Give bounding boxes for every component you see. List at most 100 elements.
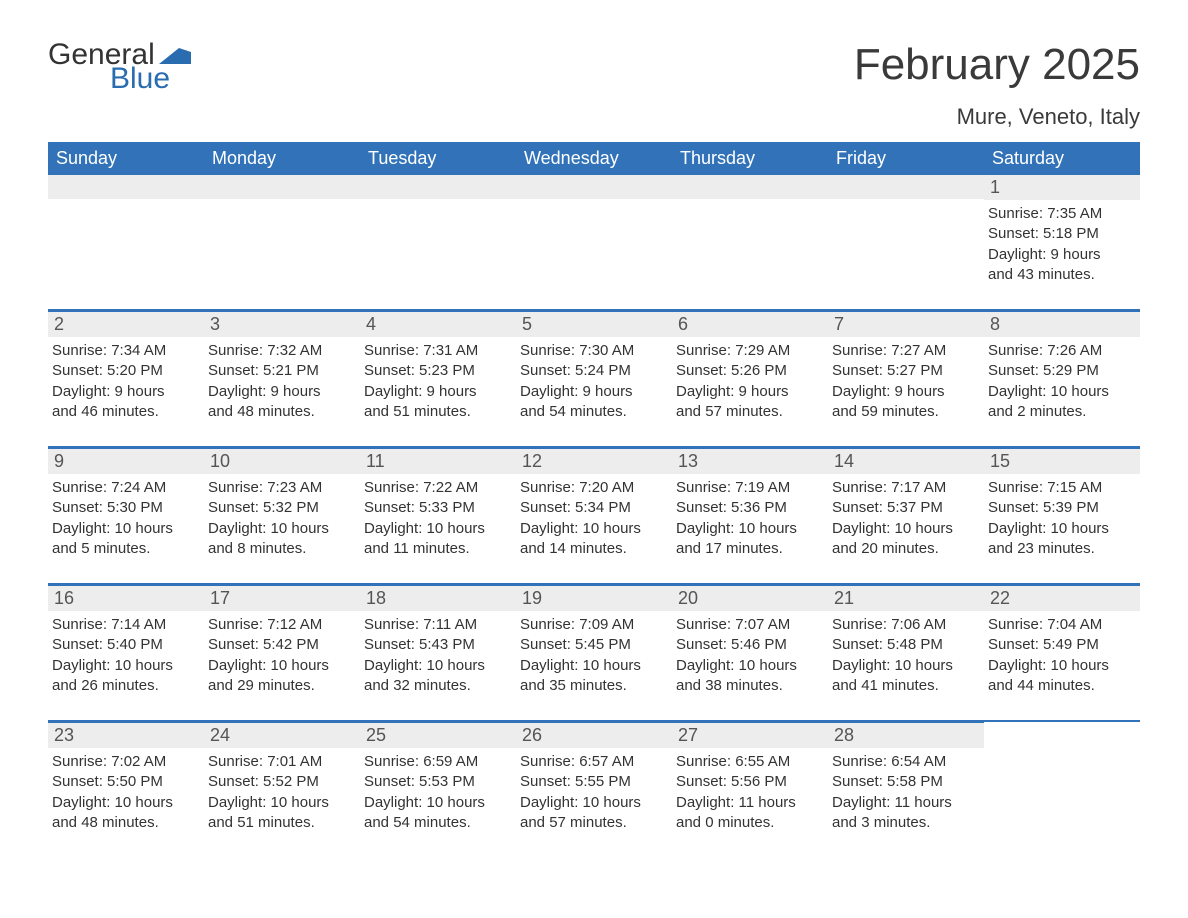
day-cell: 10 Sunrise: 7:23 AMSunset: 5:32 PMDayligh… bbox=[204, 448, 360, 583]
day-number: 2 bbox=[54, 314, 64, 334]
day-line: and 59 minutes. bbox=[832, 402, 978, 422]
day-line: and 32 minutes. bbox=[364, 676, 510, 696]
day-line: Sunrise: 6:54 AM bbox=[832, 752, 978, 772]
day-line: and 54 minutes. bbox=[520, 402, 666, 422]
day-line: Sunrise: 7:35 AM bbox=[988, 204, 1134, 224]
day-cell: 3 Sunrise: 7:32 AMSunset: 5:21 PMDaylight… bbox=[204, 311, 360, 446]
day-line: and 3 minutes. bbox=[832, 813, 978, 833]
day-number: 23 bbox=[54, 725, 74, 745]
day-number-bar: 22 bbox=[984, 585, 1140, 611]
day-cell: 8Sunrise: 7:26 AMSunset: 5:29 PMDaylight… bbox=[984, 311, 1140, 446]
day-cell bbox=[828, 175, 984, 309]
day-details: Sunrise: 6:54 AMSunset: 5:58 PMDaylight:… bbox=[832, 752, 978, 833]
day-cell bbox=[984, 722, 1140, 857]
day-line: Sunset: 5:26 PM bbox=[676, 361, 822, 381]
day-line: Daylight: 10 hours bbox=[52, 519, 198, 539]
day-number: 18 bbox=[366, 588, 386, 608]
day-details: Sunrise: 7:07 AMSunset: 5:46 PMDaylight:… bbox=[676, 615, 822, 696]
day-number: 13 bbox=[678, 451, 698, 471]
day-details: Sunrise: 7:31 AMSunset: 5:23 PMDaylight:… bbox=[364, 341, 510, 422]
day-number-bar: 1 bbox=[984, 175, 1140, 200]
brand-logo: General Blue bbox=[48, 40, 191, 94]
day-line: Sunrise: 7:22 AM bbox=[364, 478, 510, 498]
day-line: Daylight: 9 hours bbox=[520, 382, 666, 402]
day-number: 1 bbox=[990, 177, 1000, 197]
day-details: Sunrise: 7:12 AMSunset: 5:42 PMDaylight:… bbox=[208, 615, 354, 696]
day-line: Daylight: 10 hours bbox=[52, 793, 198, 813]
day-line: Sunrise: 7:02 AM bbox=[52, 752, 198, 772]
day-line: Daylight: 10 hours bbox=[988, 519, 1134, 539]
day-line: Sunrise: 7:34 AM bbox=[52, 341, 198, 361]
day-line: and 23 minutes. bbox=[988, 539, 1134, 559]
day-number-bar: 12 bbox=[516, 448, 672, 474]
day-line: Sunset: 5:56 PM bbox=[676, 772, 822, 792]
day-number-bar: 8 bbox=[984, 311, 1140, 337]
day-details: Sunrise: 7:01 AMSunset: 5:52 PMDaylight:… bbox=[208, 752, 354, 833]
day-line: Daylight: 9 hours bbox=[208, 382, 354, 402]
day-details: Sunrise: 7:22 AMSunset: 5:33 PMDaylight:… bbox=[364, 478, 510, 559]
day-line: and 57 minutes. bbox=[676, 402, 822, 422]
day-number-bar: 28 bbox=[828, 722, 984, 748]
day-cell: 12Sunrise: 7:20 AMSunset: 5:34 PMDayligh… bbox=[516, 448, 672, 583]
day-line: Sunrise: 7:27 AM bbox=[832, 341, 978, 361]
day-number: 14 bbox=[834, 451, 854, 471]
day-details: Sunrise: 6:59 AMSunset: 5:53 PMDaylight:… bbox=[364, 752, 510, 833]
day-number-bar: 6 bbox=[672, 311, 828, 337]
day-line: Sunrise: 7:29 AM bbox=[676, 341, 822, 361]
day-line: Sunrise: 7:30 AM bbox=[520, 341, 666, 361]
day-number-bar: 24 bbox=[204, 722, 360, 748]
day-line: and 43 minutes. bbox=[988, 265, 1134, 285]
day-number-bar: 7 bbox=[828, 311, 984, 337]
day-cell: 11 Sunrise: 7:22 AMSunset: 5:33 PMDayligh… bbox=[360, 448, 516, 583]
day-line: Sunrise: 6:59 AM bbox=[364, 752, 510, 772]
day-cell: 15Sunrise: 7:15 AMSunset: 5:39 PMDayligh… bbox=[984, 448, 1140, 583]
day-details: Sunrise: 7:17 AMSunset: 5:37 PMDaylight:… bbox=[832, 478, 978, 559]
dow-cell: Friday bbox=[828, 142, 984, 175]
dow-cell: Thursday bbox=[672, 142, 828, 175]
day-line: Sunset: 5:55 PM bbox=[520, 772, 666, 792]
dow-cell: Wednesday bbox=[516, 142, 672, 175]
day-line: Sunset: 5:50 PM bbox=[52, 772, 198, 792]
day-number: 11 bbox=[366, 451, 385, 471]
header: General Blue February 2025 bbox=[48, 40, 1140, 94]
day-line: Daylight: 10 hours bbox=[832, 656, 978, 676]
day-line: Sunset: 5:49 PM bbox=[988, 635, 1134, 655]
day-number: 15 bbox=[990, 451, 1010, 471]
empty-day-bar bbox=[360, 175, 516, 199]
day-number-bar: 3 bbox=[204, 311, 360, 337]
week-row: 1Sunrise: 7:35 AMSunset: 5:18 PMDaylight… bbox=[48, 175, 1140, 309]
day-number: 10 bbox=[210, 451, 230, 471]
empty-day-bar bbox=[672, 175, 828, 199]
day-line: Sunrise: 7:01 AM bbox=[208, 752, 354, 772]
day-line: and 14 minutes. bbox=[520, 539, 666, 559]
day-line: and 20 minutes. bbox=[832, 539, 978, 559]
day-line: Sunset: 5:58 PM bbox=[832, 772, 978, 792]
day-cell: 24 Sunrise: 7:01 AMSunset: 5:52 PMDayligh… bbox=[204, 722, 360, 857]
day-details: Sunrise: 7:23 AMSunset: 5:32 PMDaylight:… bbox=[208, 478, 354, 559]
empty-day-bar bbox=[48, 175, 204, 199]
day-cell: 21Sunrise: 7:06 AMSunset: 5:48 PMDayligh… bbox=[828, 585, 984, 720]
day-line: Sunset: 5:46 PM bbox=[676, 635, 822, 655]
day-line: and 46 minutes. bbox=[52, 402, 198, 422]
day-cell: 16Sunrise: 7:14 AMSunset: 5:40 PMDayligh… bbox=[48, 585, 204, 720]
day-cell: 9Sunrise: 7:24 AMSunset: 5:30 PMDaylight… bbox=[48, 448, 204, 583]
day-number-bar: 27 bbox=[672, 722, 828, 748]
day-line: Sunset: 5:40 PM bbox=[52, 635, 198, 655]
day-line: and 51 minutes. bbox=[208, 813, 354, 833]
day-line: Daylight: 9 hours bbox=[52, 382, 198, 402]
day-cell bbox=[48, 175, 204, 309]
day-cell: 6Sunrise: 7:29 AMSunset: 5:26 PMDaylight… bbox=[672, 311, 828, 446]
day-line: Daylight: 10 hours bbox=[208, 656, 354, 676]
day-number: 25 bbox=[366, 725, 386, 745]
day-number-bar: 5 bbox=[516, 311, 672, 337]
day-number-bar: 23 bbox=[48, 722, 204, 748]
empty-day-bar bbox=[828, 175, 984, 199]
day-details: Sunrise: 7:32 AMSunset: 5:21 PMDaylight:… bbox=[208, 341, 354, 422]
day-cell: 5Sunrise: 7:30 AMSunset: 5:24 PMDaylight… bbox=[516, 311, 672, 446]
day-details: Sunrise: 7:02 AMSunset: 5:50 PMDaylight:… bbox=[52, 752, 198, 833]
day-cell bbox=[516, 175, 672, 309]
dow-header: Sunday Monday Tuesday Wednesday Thursday… bbox=[48, 142, 1140, 175]
day-line: Daylight: 10 hours bbox=[364, 519, 510, 539]
day-number-bar: 26 bbox=[516, 722, 672, 748]
day-number: 27 bbox=[678, 725, 698, 745]
